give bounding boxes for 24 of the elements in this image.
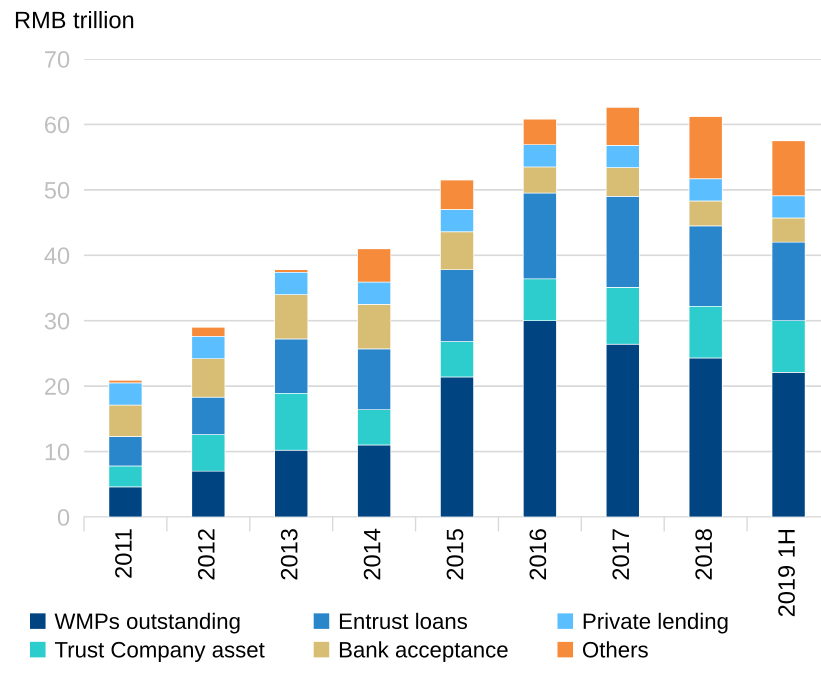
legend-label: Private lending bbox=[584, 612, 728, 634]
legend-label: Bank acceptance bbox=[340, 641, 508, 662]
x-tick-label: 2019 1H bbox=[778, 530, 795, 616]
legend-label: WMPs outstanding bbox=[54, 612, 240, 634]
x-tick-label: 2011 bbox=[115, 529, 132, 578]
legend-label: Entrust loans bbox=[340, 612, 468, 630]
y-tick-label: 40 bbox=[44, 247, 70, 264]
y-tick-label: 50 bbox=[44, 182, 70, 199]
y-axis-title: RMB trillion bbox=[16, 10, 134, 28]
x-tick-label: 2015 bbox=[446, 529, 464, 580]
legend-label: Trust Company asset bbox=[54, 642, 265, 662]
legend-label: Others bbox=[582, 641, 648, 658]
x-tick-label: 2014 bbox=[364, 528, 380, 580]
x-tick-label: 2012 bbox=[198, 529, 215, 580]
y-tick-label: 60 bbox=[45, 116, 70, 134]
x-tick-label: 2016 bbox=[530, 529, 546, 580]
y-tick-label: 10 bbox=[46, 444, 70, 460]
y-tick-label: 30 bbox=[44, 312, 70, 330]
x-tick-label: 2018 bbox=[695, 529, 712, 580]
y-tick-label: 70 bbox=[45, 51, 70, 68]
y-tick-label: 20 bbox=[45, 378, 70, 395]
y-tick-label: 0 bbox=[58, 509, 70, 526]
x-tick-label: 2013 bbox=[280, 529, 298, 580]
x-tick-label: 2017 bbox=[612, 529, 630, 580]
